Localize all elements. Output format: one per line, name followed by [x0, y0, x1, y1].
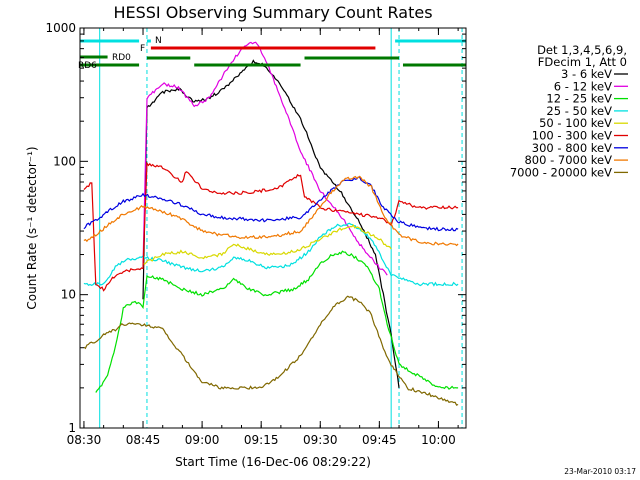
status-bar-label: RD6 — [78, 61, 97, 71]
y-tick-label: 100 — [53, 154, 76, 168]
x-tick-label: 09:45 — [362, 433, 397, 447]
plot-frame — [79, 27, 467, 429]
y-tick-label: 1000 — [45, 21, 76, 35]
x-tick-label: 09:30 — [303, 433, 338, 447]
legend-entry-label: 12 - 25 keV — [546, 92, 612, 106]
status-bars: NF RD0 RD6 — [78, 36, 466, 71]
series-line — [142, 41, 388, 276]
legend-entry-label: 7000 - 20000 keV — [510, 165, 612, 179]
axes: 08:30 08:45 09:00 09:15 09:30 09:45 10:00 1 10 10… — [45, 21, 466, 447]
series-line — [83, 175, 459, 247]
series-line — [83, 222, 459, 287]
status-bar-label: N — [155, 36, 162, 46]
x-tick-label: 08:30 — [67, 433, 102, 447]
series-line — [142, 59, 400, 388]
legend-entry-label: 100 - 300 keV — [532, 129, 612, 143]
series-line — [142, 224, 392, 265]
status-bar-label: RD0 — [112, 53, 131, 63]
legend-header-line-1: Det 1,3,4,5,6,9, — [537, 43, 627, 57]
legend-entry-label: 6 - 12 keV — [554, 79, 612, 93]
x-tick-label: 09:15 — [244, 433, 279, 447]
legend-entry-label: 800 - 7000 keV — [524, 153, 612, 167]
series-line — [95, 250, 459, 393]
legend-entry-label: 300 - 800 keV — [532, 141, 612, 155]
legend-entry-label: 50 - 100 keV — [539, 116, 612, 130]
legend-entry-label: 25 - 50 keV — [546, 104, 612, 118]
series-line — [83, 295, 459, 406]
footer-timestamp: 23-Mar-2010 03:17 — [564, 467, 636, 476]
x-tick-label: 08:45 — [126, 433, 161, 447]
x-tick-label: 09:00 — [185, 433, 220, 447]
series-line — [83, 161, 459, 292]
status-bar-label: F — [140, 44, 145, 54]
legend-entry-label: 3 - 6 keV — [561, 67, 612, 81]
vertical-markers — [99, 28, 463, 428]
legend-header-line-2: FDecim 1, Att 0 — [538, 55, 627, 69]
y-tick-label: 1 — [68, 421, 76, 435]
y-tick-label: 10 — [61, 288, 76, 302]
x-tick-label: 10:00 — [421, 433, 456, 447]
chart-title: HESSI Observing Summary Count Rates — [113, 3, 432, 22]
series-lines — [83, 41, 459, 406]
x-axis-label: Start Time (16-Dec-06 08:29:22) — [175, 455, 371, 469]
series-line — [83, 176, 459, 232]
y-axis-label: Count Rate (s⁻¹ detector⁻¹) — [25, 146, 39, 309]
